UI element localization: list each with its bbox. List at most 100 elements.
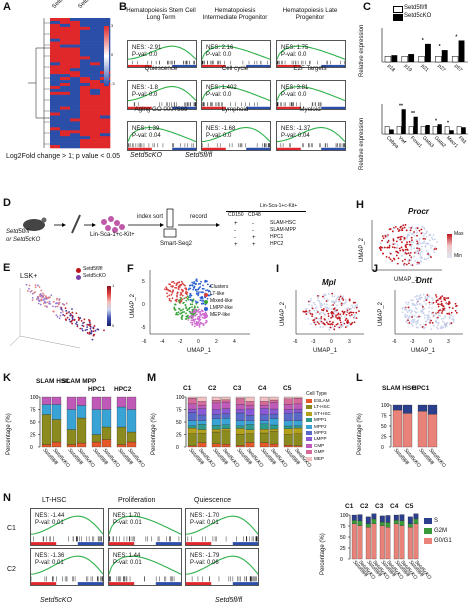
umap-g-cell-point [419, 253, 422, 256]
umap-h-cell-point [302, 310, 305, 313]
heatmap-cell [60, 106, 71, 110]
umap-h-cell-point [358, 310, 360, 312]
umap-g-cell-point [387, 234, 389, 236]
gsea-b-7-plot: NES: 1.39 P-val: 0.04 [127, 121, 197, 151]
bars-k-segment [211, 418, 221, 426]
gsea-l-1-rank-blue [77, 542, 103, 545]
heatmap-cell [80, 91, 91, 96]
i-xtick-2: -3 [410, 339, 415, 345]
k-legend-label: MPP1 [314, 417, 327, 423]
j-group-3: HPC1 [88, 386, 106, 393]
scatter3d-cell-point [82, 325, 85, 327]
heatmap-cell [80, 53, 91, 57]
umap-h-cell-point [311, 313, 314, 316]
bars-n-segment [379, 525, 385, 560]
umap-g-cell-point [433, 248, 436, 250]
umap-h-cell-point [340, 326, 343, 328]
umap-i-cell-point [404, 313, 407, 316]
g-scale-min: Min [454, 253, 463, 259]
bars-n-segment [399, 520, 405, 526]
n-legend-swatch-g0g1 [424, 538, 432, 544]
gsea-l-2-rank-blue [155, 542, 181, 545]
bars-m-ytick-label: 100 [381, 403, 390, 409]
c-top-bar-flfl [418, 56, 425, 63]
heatmap-cell [50, 127, 61, 131]
bars-n-segment [379, 521, 385, 526]
plate-icon [163, 228, 177, 238]
umap-h-cell-point [335, 314, 338, 317]
scatter3d-cell-point [60, 311, 62, 314]
bars-k-ytick-label: 0 [176, 445, 179, 451]
panel-label-f: F [127, 263, 134, 275]
umap-f-cell-point [176, 295, 178, 298]
gsea-b-9-title: Myeloid [299, 106, 321, 113]
gsea-b-7-nes: NES: 1.39 [132, 126, 160, 132]
umap-f-cell-point [206, 280, 208, 283]
umap-f-cell-point [206, 283, 209, 286]
scatter3d-cell-point [42, 302, 45, 305]
scatter3d-cell-point [48, 302, 51, 305]
umap-f-cell-point [191, 323, 194, 326]
umap-i-cell-point [423, 300, 426, 303]
umap-f-cell-point [201, 316, 204, 319]
bars-k-segment [283, 428, 293, 435]
scatter3d-cell-point [64, 318, 67, 321]
gsea-l-3-enrichment-line [186, 515, 258, 535]
scatter3d-cell-point [34, 284, 37, 287]
heatmap-cell [90, 142, 101, 146]
umap-h-cell-point [318, 300, 321, 302]
mouse-label-2: or Setd5cKO [6, 237, 41, 243]
umap-g-cell-point [394, 225, 397, 228]
e-scale-bar [107, 286, 111, 326]
heatmap-cell [60, 29, 71, 34]
umap-i-cell-point [414, 296, 416, 298]
k-legend-label: CMP [314, 442, 325, 448]
gsea-l-1-rank-red [31, 542, 57, 545]
umap-i-cell-point [411, 324, 414, 327]
bars-k-segment [211, 402, 221, 410]
heatmap-cell [50, 71, 61, 75]
heatmap-cell [90, 56, 101, 60]
h-xtick-1: -6 [293, 339, 298, 345]
bars-j-segment [51, 404, 62, 420]
umap-g-cell-point [404, 248, 407, 251]
bars-k-segment [259, 414, 269, 421]
c-top-bar-flfl [451, 56, 459, 63]
umap-f-cell-point [185, 315, 188, 318]
umap-i-cell-point [415, 320, 418, 323]
gsea-b-2-rank-bar [202, 64, 270, 67]
heatmap-col-label-2: Setd5fl/fl [77, 0, 98, 11]
umap-i-cell-point [435, 294, 437, 296]
heatmap-cell [90, 80, 101, 84]
umap-h-cell-point [351, 306, 354, 308]
panel-label-i: J [372, 263, 379, 275]
heatmap-cell [60, 91, 71, 96]
heatmap-cell [80, 130, 91, 134]
scatter3d-cell-point [60, 308, 63, 311]
gsea-b-9-rank-blue [321, 147, 345, 150]
gsea-b-6-rank-bar [277, 106, 345, 109]
umap-f-cell-point [190, 319, 193, 322]
f-ytick-2: 0 [142, 302, 145, 308]
umap-f-cell-point [196, 306, 199, 309]
umap-h-cell-point [340, 302, 343, 305]
umap-f-cell-point [175, 300, 178, 303]
umap-g-cell-point [379, 242, 382, 245]
umap-h-cell-point [323, 303, 326, 305]
umap-h-cell-point [321, 308, 323, 311]
umap-i-cell-point [441, 320, 444, 323]
umap-f-cell-point [194, 283, 197, 286]
k-legend-swatch [306, 411, 312, 416]
bars-k-segment [221, 396, 231, 400]
gsea-l-4-rank-red [31, 582, 57, 585]
heatmap-cell [90, 32, 101, 37]
umap-i-cell-point [421, 326, 424, 328]
umap-g-cell-point [423, 228, 426, 230]
gsea-b-3-enrichment-line [277, 45, 345, 60]
bars-k-segment [283, 425, 293, 429]
heatmap-cell [70, 35, 81, 39]
gsea-b-8-plot: NES: -1.68 P-val: 0.0 [201, 121, 271, 151]
umap-g-cell-point [406, 243, 408, 246]
